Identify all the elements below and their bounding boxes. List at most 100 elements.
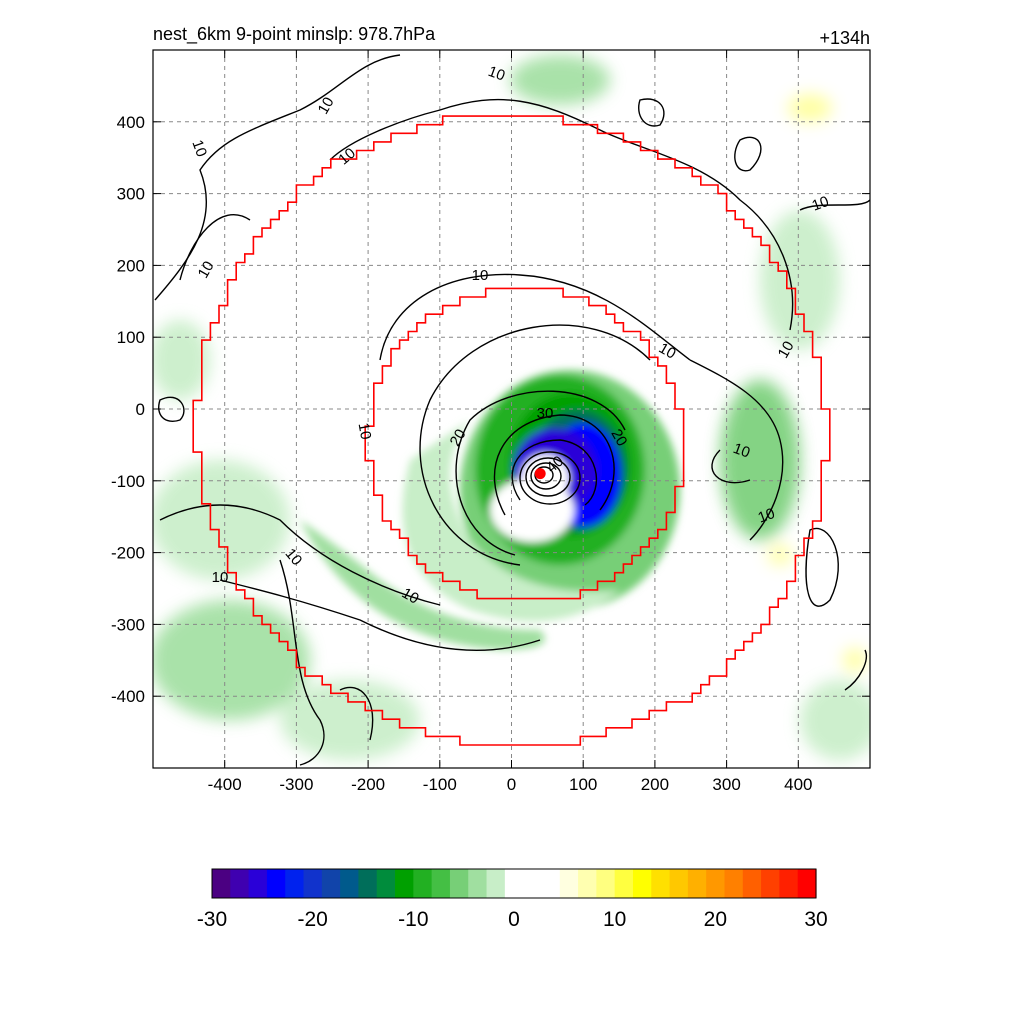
colorbar-swatch xyxy=(651,869,671,898)
contour-line xyxy=(329,98,794,331)
contour-label: 20 xyxy=(607,426,630,449)
contour-label: 10 xyxy=(188,138,210,159)
y-tick-label: -300 xyxy=(111,615,145,634)
y-tick-label: 0 xyxy=(136,400,145,419)
y-tick-label: 300 xyxy=(117,185,145,204)
contour-line xyxy=(219,579,541,652)
x-tick-label: -300 xyxy=(279,775,313,794)
contour-label: 20 xyxy=(447,426,470,449)
colorbar-swatch xyxy=(358,869,378,898)
nest-boundary-outer xyxy=(192,115,831,746)
colorbar-swatch xyxy=(541,869,561,898)
colorbar-swatch xyxy=(559,869,579,898)
contour-line xyxy=(455,390,626,556)
colorbar-swatch xyxy=(230,869,250,898)
colorbar-swatch xyxy=(632,869,652,898)
x-tick-label: -400 xyxy=(208,775,242,794)
contour-label: 10 xyxy=(472,267,489,284)
colorbar-swatch xyxy=(486,869,506,898)
colorbar-swatch xyxy=(706,869,726,898)
colorbar-swatch xyxy=(449,869,469,898)
colorbar-swatch xyxy=(248,869,268,898)
contour-line xyxy=(519,451,581,505)
contour-line xyxy=(805,527,839,607)
field-blob xyxy=(720,380,800,540)
colorbar-swatch xyxy=(321,869,341,898)
colorbar-swatch xyxy=(376,869,396,898)
colorbar-frame xyxy=(211,868,817,899)
colorbar-swatch xyxy=(285,869,305,898)
colorbar-swatch xyxy=(614,869,634,898)
colorbar-swatch xyxy=(266,869,286,898)
contour-label: 10 xyxy=(355,422,375,441)
colorbar-swatch xyxy=(742,869,762,898)
colorbar-swatch xyxy=(303,869,323,898)
contour-line xyxy=(799,199,870,211)
field-blob xyxy=(153,460,290,580)
field-blob xyxy=(510,55,610,105)
colorbar-swatch xyxy=(431,869,451,898)
contour-label: 10 xyxy=(212,569,229,586)
x-tick-label: 0 xyxy=(507,775,516,794)
colorbar: -30 -20 -10 0 10 20 30 xyxy=(197,868,828,931)
colorbar-swatch xyxy=(340,869,360,898)
colorbar-swatch xyxy=(761,869,780,898)
field-band xyxy=(402,420,620,622)
contour-line xyxy=(734,136,762,172)
contour-line xyxy=(493,414,615,516)
contour-line xyxy=(379,273,691,361)
nest-boundaries xyxy=(192,115,831,746)
colorbar-swatch xyxy=(212,869,231,898)
colorbar-tick-label: 0 xyxy=(508,908,520,931)
contour-line xyxy=(419,324,651,566)
x-tick-label: 200 xyxy=(641,775,669,794)
y-tick-label: -200 xyxy=(111,544,145,563)
colorbar-swatch xyxy=(669,869,689,898)
contour-line xyxy=(159,504,441,606)
colorbar-swatch xyxy=(504,869,524,898)
contour-line xyxy=(844,649,867,691)
contour-line xyxy=(158,396,185,422)
contour-line xyxy=(179,214,251,281)
contour-label: 10 xyxy=(486,63,507,85)
x-tick-label: 400 xyxy=(784,775,812,794)
contour-label: 10 xyxy=(195,258,218,281)
colorbar-swatch xyxy=(523,869,543,898)
colorbar-swatch xyxy=(578,869,597,898)
y-tick-label: 200 xyxy=(117,256,145,275)
colorbar-swatch xyxy=(687,869,707,898)
x-tick-label: 100 xyxy=(569,775,597,794)
colorbar-swatch xyxy=(724,869,744,898)
contour-line xyxy=(279,559,325,766)
axes: -400 -300 -200 -100 0 100 200 300 400-400-300-20… xyxy=(111,50,870,794)
x-tick-label: -200 xyxy=(351,775,385,794)
contour-label: 10 xyxy=(656,340,679,363)
field-blob-positive xyxy=(843,648,867,672)
colorbar-swatch xyxy=(596,869,616,898)
x-tick-label: -100 xyxy=(423,775,457,794)
field-band xyxy=(300,520,545,650)
colorbar-swatch xyxy=(779,869,799,898)
colorbar-tick-label: 30 xyxy=(804,908,827,931)
shaded-field xyxy=(153,55,870,760)
contour-line xyxy=(511,439,598,506)
colorbar-swatch xyxy=(395,869,414,898)
field-blob xyxy=(280,680,420,760)
contour-line xyxy=(525,457,571,497)
contour-lines xyxy=(154,54,870,766)
colorbar-tick-label: 10 xyxy=(603,908,626,931)
y-tick-label: -400 xyxy=(111,687,145,706)
contour-line xyxy=(339,686,374,741)
contour-line xyxy=(689,359,784,541)
contour-label: 10 xyxy=(731,440,752,462)
colorbar-swatch xyxy=(797,869,817,898)
y-tick-label: 100 xyxy=(117,328,145,347)
contour-line xyxy=(530,462,562,490)
y-tick-label: 400 xyxy=(117,113,145,132)
colorbar-swatch xyxy=(468,869,488,898)
contour-label: 10 xyxy=(399,585,422,608)
colorbar-swatch xyxy=(413,869,433,898)
storm-center-marker xyxy=(534,468,546,480)
